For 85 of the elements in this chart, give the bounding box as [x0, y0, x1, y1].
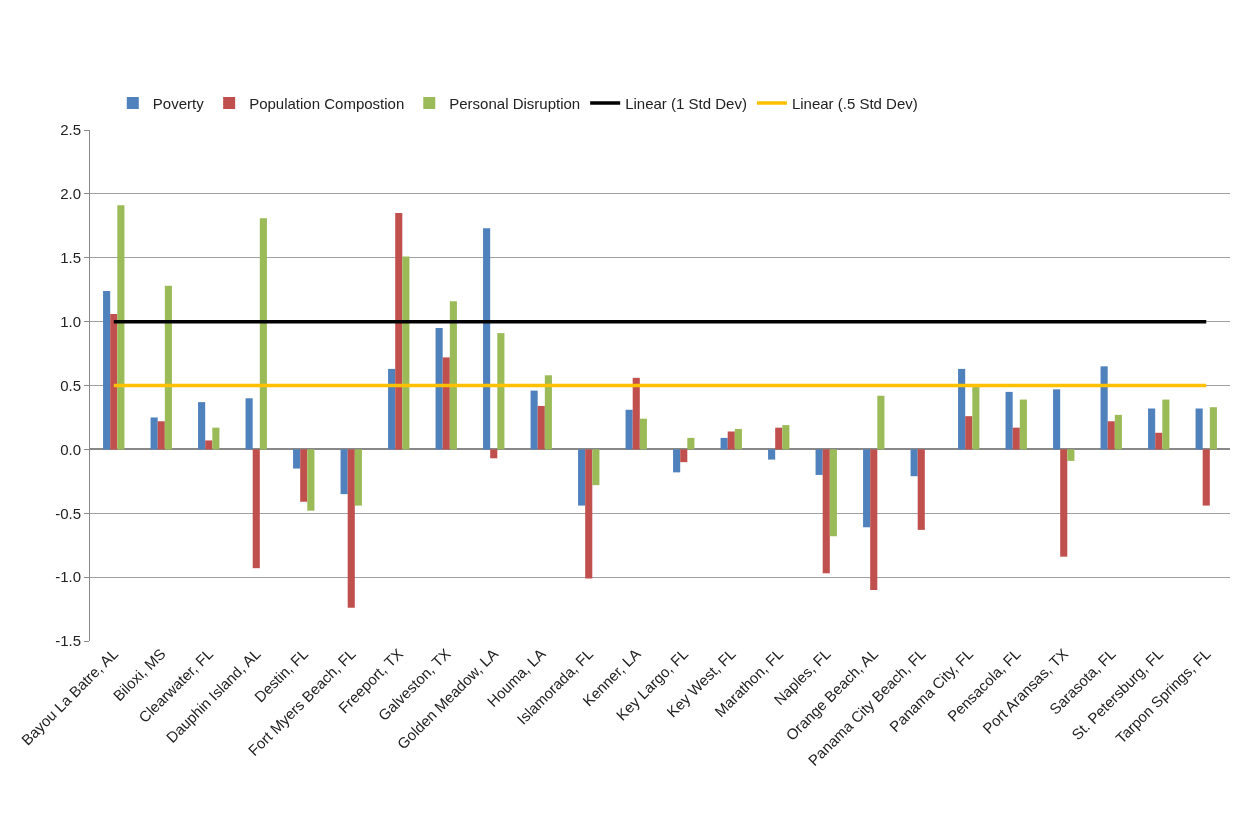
bar: [782, 425, 790, 450]
bar: [1100, 366, 1108, 450]
bar: [212, 427, 220, 450]
bar: [388, 368, 396, 450]
bar: [395, 213, 403, 450]
bar: [449, 301, 457, 450]
y-tick-label: 2.0: [60, 185, 81, 203]
bar: [578, 449, 586, 506]
bar: [1053, 389, 1061, 450]
bar: [1019, 399, 1027, 450]
bar: [164, 285, 172, 450]
bar: [1005, 391, 1013, 450]
bar: [1195, 408, 1203, 450]
y-tick-label: 0.0: [60, 440, 81, 458]
bar: [727, 431, 735, 450]
y-tick-label: 1.5: [60, 249, 81, 266]
bar: [585, 449, 593, 579]
bar: [680, 449, 688, 463]
bar: [245, 398, 253, 450]
bar: [490, 449, 498, 459]
y-tick-label: 1.0: [60, 312, 81, 330]
bar: [110, 313, 118, 450]
bar: [1209, 407, 1217, 450]
legend-label: Population Compostion: [249, 94, 405, 112]
bar: [1012, 427, 1020, 450]
bar: [150, 417, 158, 450]
bar: [877, 395, 885, 450]
bar: [117, 205, 125, 450]
bar: [1060, 449, 1068, 557]
bar: [435, 328, 443, 450]
bar: [910, 449, 918, 477]
bar: [815, 449, 823, 475]
bar: [483, 228, 491, 450]
legend-label: Linear (1 Std Dev): [625, 94, 747, 112]
legend-label: Linear (.5 Std Dev): [791, 94, 918, 112]
bar: [734, 428, 742, 450]
bar: [1114, 414, 1122, 450]
bar: [775, 427, 783, 450]
bar: [720, 437, 728, 450]
bar: [259, 218, 267, 450]
bar: [354, 449, 362, 506]
y-tick-label: -1.0: [55, 568, 81, 586]
bar: [1067, 449, 1075, 461]
bar: [917, 449, 925, 530]
bar: [103, 290, 111, 450]
y-tick-label: -1.5: [55, 632, 81, 650]
bar: [307, 449, 315, 511]
bar: [632, 377, 640, 450]
bar: [252, 449, 260, 569]
bar: [1148, 408, 1156, 450]
bar: [625, 409, 633, 450]
bar: [687, 437, 695, 450]
legend-label: Personal Disruption: [449, 94, 581, 112]
bar: [958, 368, 966, 450]
bar: [340, 449, 348, 495]
bar: [829, 449, 837, 537]
bar: [768, 449, 776, 460]
bar: [544, 375, 552, 450]
bar: [300, 449, 308, 502]
bar: [1162, 399, 1170, 450]
bar: [442, 357, 450, 450]
bar: [870, 449, 878, 590]
y-tick-label: -0.5: [55, 504, 81, 522]
bar: [1202, 449, 1210, 506]
legend-label: Poverty: [152, 94, 205, 112]
bar: [537, 405, 545, 450]
bar: [402, 256, 410, 450]
bar: [863, 449, 871, 528]
bar: [347, 449, 355, 608]
y-tick-label: 2.5: [60, 121, 81, 139]
bar: [1155, 432, 1163, 450]
bar: [822, 449, 830, 574]
y-tick-label: 0.5: [60, 376, 81, 394]
bar: [972, 386, 980, 450]
bar: [639, 418, 647, 450]
bar: [1107, 421, 1115, 450]
bar: [205, 440, 213, 450]
bar: [530, 390, 538, 450]
bar: [592, 449, 600, 486]
bar: [965, 416, 973, 450]
bar: [157, 421, 165, 450]
bar: [497, 333, 505, 450]
bar: [293, 449, 301, 469]
bar: [198, 402, 206, 450]
bar: [673, 449, 681, 473]
